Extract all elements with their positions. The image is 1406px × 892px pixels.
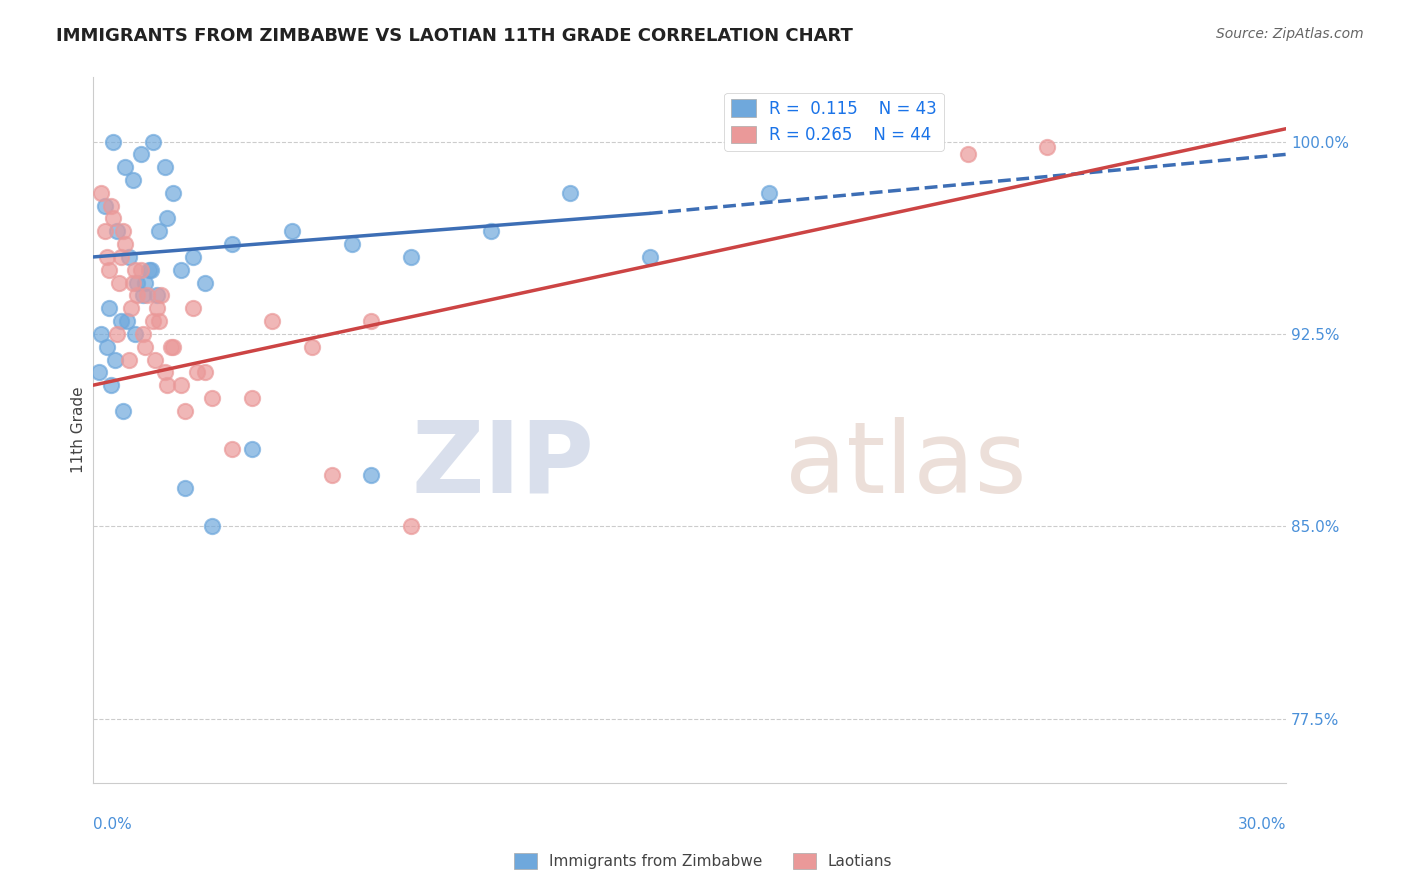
- Point: [340, 237, 363, 252]
- Point: [156, 378, 179, 392]
- Point: [129, 262, 152, 277]
- Point: [321, 467, 343, 482]
- Point: [153, 160, 176, 174]
- Point: [90, 326, 112, 341]
- Point: [148, 314, 170, 328]
- Point: [201, 519, 224, 533]
- Point: [148, 224, 170, 238]
- Point: [96, 340, 118, 354]
- Point: [111, 404, 134, 418]
- Point: [114, 160, 136, 174]
- Point: [240, 391, 263, 405]
- Point: [360, 467, 382, 482]
- Point: [100, 199, 122, 213]
- Point: [262, 314, 284, 328]
- Point: [94, 199, 117, 213]
- Point: [638, 250, 661, 264]
- Point: [115, 314, 138, 328]
- Legend: R =  0.115    N = 43, R = 0.265    N = 44: R = 0.115 N = 43, R = 0.265 N = 44: [724, 93, 943, 151]
- Point: [146, 301, 169, 316]
- Point: [111, 224, 134, 238]
- Point: [118, 352, 141, 367]
- Point: [122, 276, 145, 290]
- Text: 0.0%: 0.0%: [93, 817, 132, 832]
- Point: [114, 237, 136, 252]
- Point: [201, 391, 224, 405]
- Point: [159, 340, 181, 354]
- Point: [139, 262, 162, 277]
- Point: [181, 250, 204, 264]
- Point: [89, 365, 111, 379]
- Point: [956, 147, 979, 161]
- Text: 30.0%: 30.0%: [1237, 817, 1286, 832]
- Point: [193, 365, 215, 379]
- Point: [98, 301, 121, 316]
- Point: [401, 250, 423, 264]
- Point: [105, 224, 128, 238]
- Point: [479, 224, 502, 238]
- Point: [169, 378, 191, 392]
- Point: [146, 288, 169, 302]
- Point: [100, 378, 122, 392]
- Point: [118, 250, 141, 264]
- Point: [149, 288, 172, 302]
- Y-axis label: 11th Grade: 11th Grade: [72, 387, 86, 474]
- Point: [173, 404, 195, 418]
- Point: [401, 519, 423, 533]
- Point: [110, 314, 132, 328]
- Point: [240, 442, 263, 457]
- Text: IMMIGRANTS FROM ZIMBABWE VS LAOTIAN 11TH GRADE CORRELATION CHART: IMMIGRANTS FROM ZIMBABWE VS LAOTIAN 11TH…: [56, 27, 853, 45]
- Point: [132, 288, 155, 302]
- Point: [110, 250, 132, 264]
- Point: [301, 340, 323, 354]
- Point: [125, 276, 148, 290]
- Point: [360, 314, 382, 328]
- Point: [162, 186, 184, 200]
- Point: [560, 186, 582, 200]
- Point: [758, 186, 780, 200]
- Text: Source: ZipAtlas.com: Source: ZipAtlas.com: [1216, 27, 1364, 41]
- Point: [142, 135, 165, 149]
- Point: [134, 276, 156, 290]
- Point: [169, 262, 191, 277]
- Point: [138, 262, 160, 277]
- Point: [122, 173, 145, 187]
- Point: [125, 288, 148, 302]
- Point: [132, 326, 155, 341]
- Point: [134, 340, 156, 354]
- Point: [94, 224, 117, 238]
- Point: [105, 326, 128, 341]
- Point: [143, 352, 166, 367]
- Point: [181, 301, 204, 316]
- Point: [101, 211, 124, 226]
- Point: [153, 365, 176, 379]
- Point: [129, 147, 152, 161]
- Point: [193, 276, 215, 290]
- Point: [104, 352, 127, 367]
- Point: [173, 481, 195, 495]
- Point: [281, 224, 304, 238]
- Point: [1036, 139, 1059, 153]
- Point: [101, 135, 124, 149]
- Point: [186, 365, 208, 379]
- Legend: Immigrants from Zimbabwe, Laotians: Immigrants from Zimbabwe, Laotians: [508, 847, 898, 875]
- Point: [221, 237, 243, 252]
- Point: [124, 262, 146, 277]
- Point: [156, 211, 179, 226]
- Point: [108, 276, 131, 290]
- Point: [221, 442, 243, 457]
- Point: [142, 314, 165, 328]
- Point: [124, 326, 146, 341]
- Point: [90, 186, 112, 200]
- Point: [135, 288, 157, 302]
- Point: [120, 301, 142, 316]
- Point: [162, 340, 184, 354]
- Point: [98, 262, 121, 277]
- Text: atlas: atlas: [785, 417, 1026, 514]
- Text: ZIP: ZIP: [412, 417, 595, 514]
- Point: [96, 250, 118, 264]
